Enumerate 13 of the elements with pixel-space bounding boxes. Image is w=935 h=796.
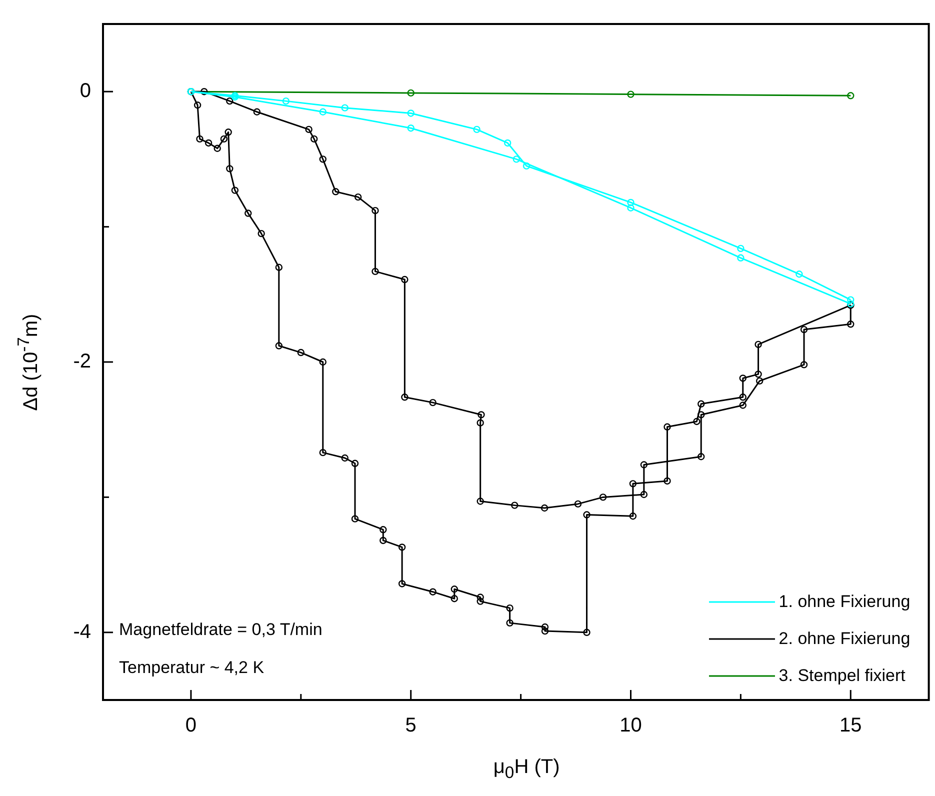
y-tick-label: -2 (73, 350, 91, 373)
x-axis-title: μ$_{0}$H (T) (493, 756, 560, 783)
legend-label: 3. Stempel fixiert (778, 666, 906, 686)
x-tick-label: 0 (185, 714, 197, 737)
x-tick-label: 15 (840, 714, 862, 737)
x-tick-label: 10 (620, 714, 642, 737)
legend-label: 2. ohne Fixierung (778, 628, 910, 648)
y-tick-label: 0 (80, 80, 91, 102)
x-tick-label: 5 (405, 714, 416, 737)
annotation: Temperatur ~ 4,2 K (119, 658, 264, 678)
annotation: Magnetfeldrate = 0,3 T/min (119, 620, 322, 640)
legend-label: 1. ohne Fixierung (778, 592, 910, 612)
y-tick-label: -4 (73, 620, 91, 643)
